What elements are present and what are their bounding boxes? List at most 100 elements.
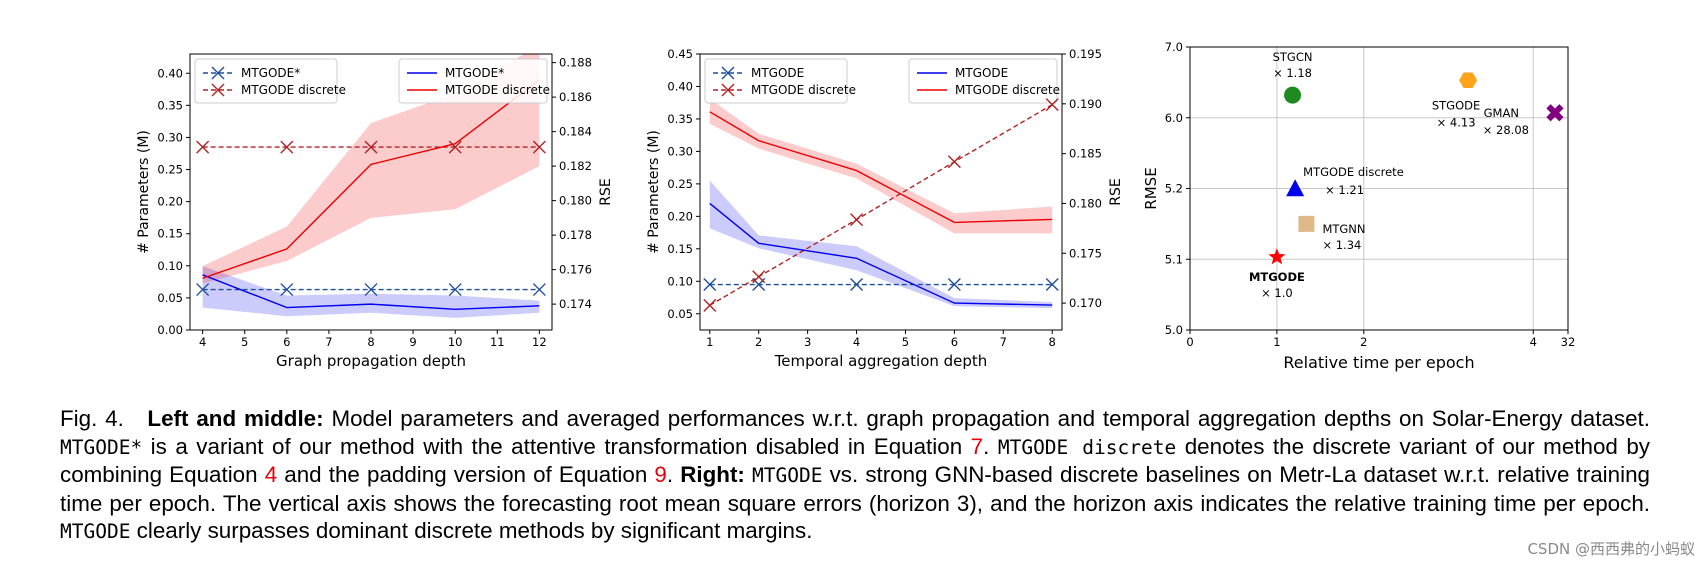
data-point-marker: [280, 140, 294, 154]
y-left-tick-label: 0.20: [667, 209, 693, 223]
y-left-tick-label: 0.25: [157, 163, 183, 177]
left-chart-panel: [186, 53, 556, 334]
y-left-tick-label: 0.00: [157, 323, 183, 337]
caption-text: and the padding version of Equation: [277, 462, 655, 487]
y-right-tick-label: 0.175: [1069, 246, 1102, 260]
caption-text: denotes the discrete variant of our meth…: [60, 433, 1651, 488]
caption-mono: MTGODE: [60, 520, 131, 543]
equation-ref-link[interactable]: 4: [264, 462, 278, 487]
legend-box: [398, 58, 548, 104]
caption-mono: MTGODE: [752, 464, 823, 487]
left-plot-area: [202, 54, 540, 318]
point-label: MTGODE: [1249, 270, 1305, 284]
data-point-marker: [947, 278, 961, 292]
y-left-tick-label: 0.45: [667, 47, 693, 61]
y-tick-label: 5.2: [1165, 182, 1183, 196]
legend-box: [194, 58, 338, 104]
y-right-tick-label: 0.190: [1069, 97, 1102, 111]
x-axis-label: Relative time per epoch: [1283, 353, 1474, 372]
x-tick-label: 9: [409, 335, 416, 349]
marker-mtgode: [1268, 248, 1286, 265]
y-left-tick-label: 0.15: [667, 242, 693, 256]
data-point-marker: [364, 283, 378, 297]
y-left-tick-label: 0.40: [667, 79, 693, 93]
caption-text: clearly surpasses dominant discrete meth…: [130, 518, 813, 543]
data-point-marker: [850, 278, 864, 292]
data-point-marker: [703, 278, 717, 292]
caption-mono: MTGODE*: [60, 435, 143, 459]
series-line: [709, 111, 1053, 224]
y-left-tick-label: 0.05: [667, 307, 693, 321]
x-tick-label: 6: [283, 335, 290, 349]
legend-label: MTGODE*: [445, 66, 504, 80]
confidence-band: [202, 54, 540, 284]
y-right-axis-label: RSE: [598, 178, 614, 205]
y-right-tick-label: 0.184: [559, 125, 592, 139]
point-ratio-label: × 1.21: [1325, 183, 1364, 197]
x-tick-label: 12: [532, 335, 547, 349]
x-tick-label: 4: [199, 335, 206, 349]
data-point-marker: [280, 283, 294, 297]
point-ratio-label: × 1.18: [1273, 66, 1312, 80]
data-point-marker: [1045, 278, 1059, 292]
y-right-tick-label: 0.182: [559, 159, 592, 173]
plot-frame: [1189, 46, 1569, 331]
legend-label: MTGODE: [751, 66, 804, 80]
marker-stgcn: [1284, 86, 1302, 104]
data-point-marker: [448, 283, 462, 297]
equation-ref-link[interactable]: 7: [970, 433, 984, 459]
y-left-tick-label: 0.15: [157, 227, 183, 241]
x-tick-label: 7: [1000, 335, 1007, 349]
middle-plot-area: [709, 98, 1053, 309]
legend-label: MTGODE discrete: [751, 83, 856, 97]
caption-text: .: [983, 433, 998, 459]
equation-ref-link[interactable]: 9: [654, 462, 667, 487]
x-tick-label: 2: [1360, 335, 1367, 349]
legend-label: MTGODE discrete: [445, 83, 550, 97]
data-point-marker: [532, 140, 546, 154]
point-label: STGCN: [1273, 50, 1313, 64]
legend-label: MTGODE*: [241, 66, 300, 80]
x-tick-label: 10: [448, 335, 463, 349]
x-tick-label: 3: [804, 335, 811, 349]
y-left-tick-label: 0.20: [157, 195, 183, 209]
figure-charts: 4 5 6 7 8 9 10 11 120.000.050.100.150.200.250.30…: [136, 40, 1576, 372]
y-tick-label: 5.1: [1165, 252, 1183, 266]
y-left-tick-label: 0.25: [667, 177, 693, 191]
data-point-marker: [947, 155, 961, 169]
caption-text: Model parameters and averaged performanc…: [323, 406, 1650, 431]
x-tick-label: 6: [951, 335, 958, 349]
x-tick-label: 8: [367, 335, 374, 349]
series-line: [202, 79, 540, 279]
x-axis-label: Temporal aggregation depth: [774, 352, 988, 370]
data-point-marker: [196, 283, 210, 297]
x-tick-label: 5: [902, 335, 909, 349]
x-tick-label: 4: [853, 335, 860, 349]
data-point-marker: [364, 140, 378, 154]
x-tick-label: 7: [325, 335, 332, 349]
x-tick-label: 1: [1273, 335, 1280, 349]
figure-caption: Fig. 4. Left and middle: Model parameter…: [60, 405, 1650, 546]
legend-marker: [721, 83, 735, 97]
y-left-tick-label: 0.35: [667, 112, 693, 126]
x-tick-label: 32: [1561, 335, 1576, 349]
legend-label: MTGODE: [955, 66, 1008, 80]
x-tick-label: 11: [490, 335, 505, 349]
y-left-tick-label: 0.40: [157, 66, 183, 80]
legend-box: [908, 58, 1058, 104]
series-line: [202, 274, 540, 311]
plot-frame: [699, 53, 1063, 331]
y-right-tick-label: 0.185: [1069, 147, 1102, 161]
marker-gman: [1546, 104, 1564, 122]
point-label: STGODE: [1432, 98, 1480, 112]
y-right-axis-label: RSE: [1108, 178, 1124, 205]
x-tick-label: 2: [755, 335, 762, 349]
y-axis-label: RMSE: [1142, 167, 1160, 209]
point-ratio-label: × 1.34: [1322, 238, 1361, 252]
data-point-marker: [448, 140, 462, 154]
y-right-tick-label: 0.180: [559, 194, 592, 208]
y-left-tick-label: 0.30: [157, 130, 183, 144]
y-tick-label: 5.0: [1165, 323, 1183, 337]
y-right-tick-label: 0.170: [1069, 296, 1102, 310]
caption-text: is a variant of our method with the atte…: [142, 433, 971, 459]
